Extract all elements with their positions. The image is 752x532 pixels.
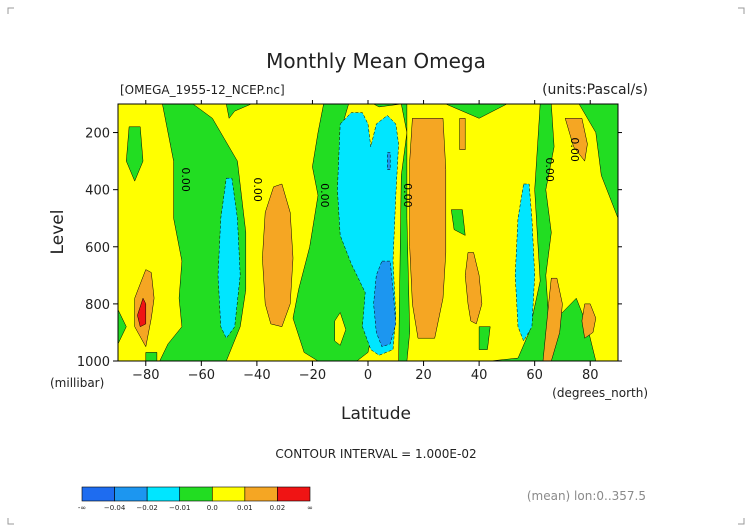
colorbar-swatch [81, 486, 115, 502]
y-tick-label: 200 [85, 127, 110, 142]
x-tick-label: 80 [582, 368, 599, 383]
colorbar-label: 0.0 [207, 504, 218, 512]
y-axis-title: Level [48, 210, 68, 255]
contour-region-red [137, 297, 147, 328]
y-tick-label: 800 [85, 298, 110, 313]
colorbar-label: ∞ [307, 504, 313, 512]
y-tick-label: 400 [85, 184, 110, 199]
contour-region-green [451, 209, 466, 236]
contour-label: 0.00 [179, 167, 192, 192]
x-tick-label: −20 [299, 368, 326, 383]
contour-region-orange [564, 118, 588, 162]
contour-region-green [478, 326, 491, 350]
contour-region-green [126, 126, 144, 182]
contour-region-orange [459, 118, 466, 150]
contour-region-cyan [514, 183, 535, 342]
contour-region-orange [262, 183, 294, 327]
contour-region-orange [581, 303, 597, 339]
contour-region-blue [373, 260, 397, 348]
y-axis-unit: (millibar) [50, 376, 104, 390]
chart-title: Monthly Mean Omega [266, 49, 486, 73]
units-label: (units:Pascal/s) [542, 82, 648, 98]
x-tick-label: 0 [364, 368, 372, 383]
contour-region-yellow [192, 103, 324, 362]
colorbar-label: 0.02 [270, 504, 286, 512]
plot-area: 0.00 0.00 0.00 0.00 0.00 0.00 [117, 103, 619, 362]
contour-region-blue [387, 152, 391, 170]
contour-label: 0.00 [318, 183, 331, 208]
x-axis-unit: (degrees_north) [552, 386, 648, 400]
y-tick-label: 600 [85, 241, 110, 256]
x-tick-label: 60 [526, 368, 543, 383]
colorbar-swatch [211, 486, 246, 502]
contour-fills [117, 103, 619, 362]
y-axis: 200 400 600 800 1000 [77, 127, 622, 370]
colorbar-label: -∞ [78, 504, 86, 512]
contour-label: 0.00 [568, 137, 581, 162]
contour-label: 0.00 [251, 177, 264, 202]
corner-marks [7, 7, 745, 525]
colorbar-label: 0.01 [237, 504, 253, 512]
x-tick-label: 40 [471, 368, 488, 383]
colorbar-label: −0.04 [104, 504, 126, 512]
file-name-label: [OMEGA_1955-12_NCEP.nc] [120, 83, 285, 97]
x-tick-label: −40 [243, 368, 270, 383]
colorbar: -∞ −0.04 −0.02 −0.01 0.0 0.01 0.02 ∞ [78, 486, 313, 512]
colorbar-label: −0.02 [136, 504, 157, 512]
x-axis-title: Latitude [341, 404, 411, 424]
colorbar-swatch [114, 486, 148, 502]
y-tick-label: 1000 [77, 355, 110, 370]
x-tick-label: −60 [188, 368, 215, 383]
colorbar-label: −0.01 [169, 504, 190, 512]
x-tick-label: −80 [132, 368, 159, 383]
colorbar-swatch [179, 486, 213, 502]
contour-region-orange [464, 252, 483, 325]
contour-region-cyan [217, 177, 241, 339]
contour-region-yellow [334, 311, 347, 346]
x-axis: −80 −60 −40 −20 0 20 40 60 80 [132, 100, 598, 383]
colorbar-swatch [277, 486, 311, 502]
colorbar-swatch [244, 486, 278, 502]
mean-longitude-label: (mean) lon:0..357.5 [527, 489, 646, 503]
colorbar-swatch [146, 486, 181, 502]
contour-label: 0.00 [401, 183, 414, 208]
contour-label: 0.00 [543, 157, 556, 182]
contour-interval-label: CONTOUR INTERVAL = 1.000E-02 [275, 447, 476, 461]
contour-region-orange [409, 118, 447, 339]
x-tick-label: 20 [415, 368, 432, 383]
contour-region-yellow [545, 103, 619, 362]
contour-region-green [145, 352, 158, 362]
contour-labels: 0.00 0.00 0.00 0.00 0.00 0.00 [179, 137, 581, 207]
